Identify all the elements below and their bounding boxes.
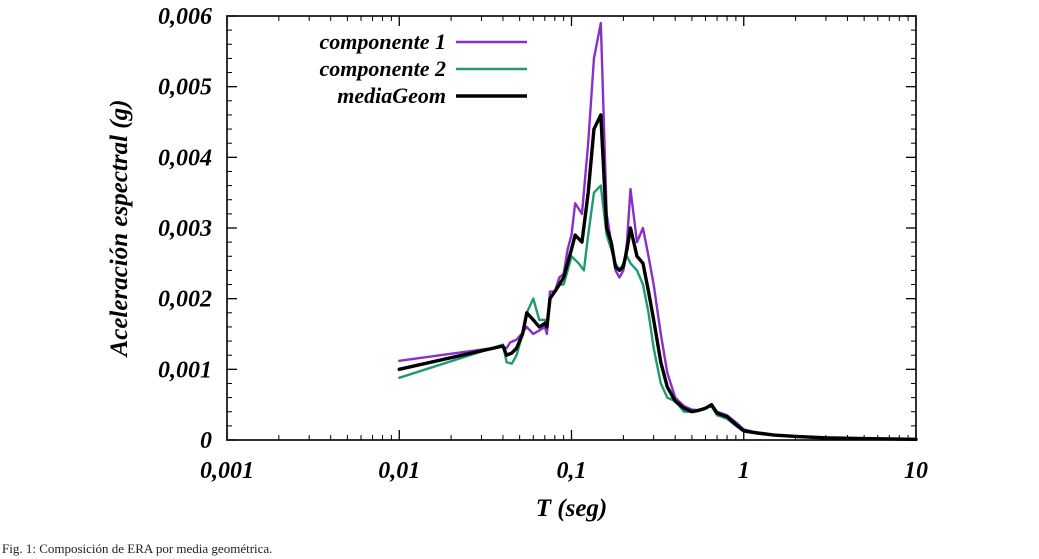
y-tick-label: 0,003 (158, 216, 212, 242)
x-tick-label: 0,1 (557, 458, 587, 484)
plot-frame (226, 15, 917, 441)
y-tick-label: 0,005 (158, 75, 212, 101)
series-line-3 (397, 113, 918, 441)
y-tick-label: 0,002 (158, 287, 212, 313)
y-axis-title: Aceleración espectral (g) (106, 100, 133, 359)
x-tick-label: 10 (904, 458, 928, 484)
legend-label-1: componente 1 (320, 29, 447, 54)
legend-label-3: mediaGeom (337, 83, 446, 108)
x-tick-label: 1 (738, 458, 750, 484)
series-line-1 (398, 21, 918, 441)
y-tick-label: 0,004 (158, 145, 212, 171)
figure-caption: Fig. 1: Composición de ERA por media geo… (2, 541, 273, 556)
tick-labels: 0 0,001 0,002 0,003 0,004 0,005 0,006 0,001 0,01… (158, 4, 928, 484)
y-tick-label: 0 (200, 428, 212, 454)
series-lines (397, 21, 918, 441)
legend-label-2: componente 2 (320, 56, 447, 81)
y-tick-label: 0,006 (158, 4, 212, 30)
y-tick-label: 0,001 (158, 357, 212, 383)
x-tick-label: 0,01 (378, 458, 420, 484)
x-axis-title: T (seg) (536, 495, 608, 522)
x-tick-label: 0,001 (200, 458, 254, 484)
